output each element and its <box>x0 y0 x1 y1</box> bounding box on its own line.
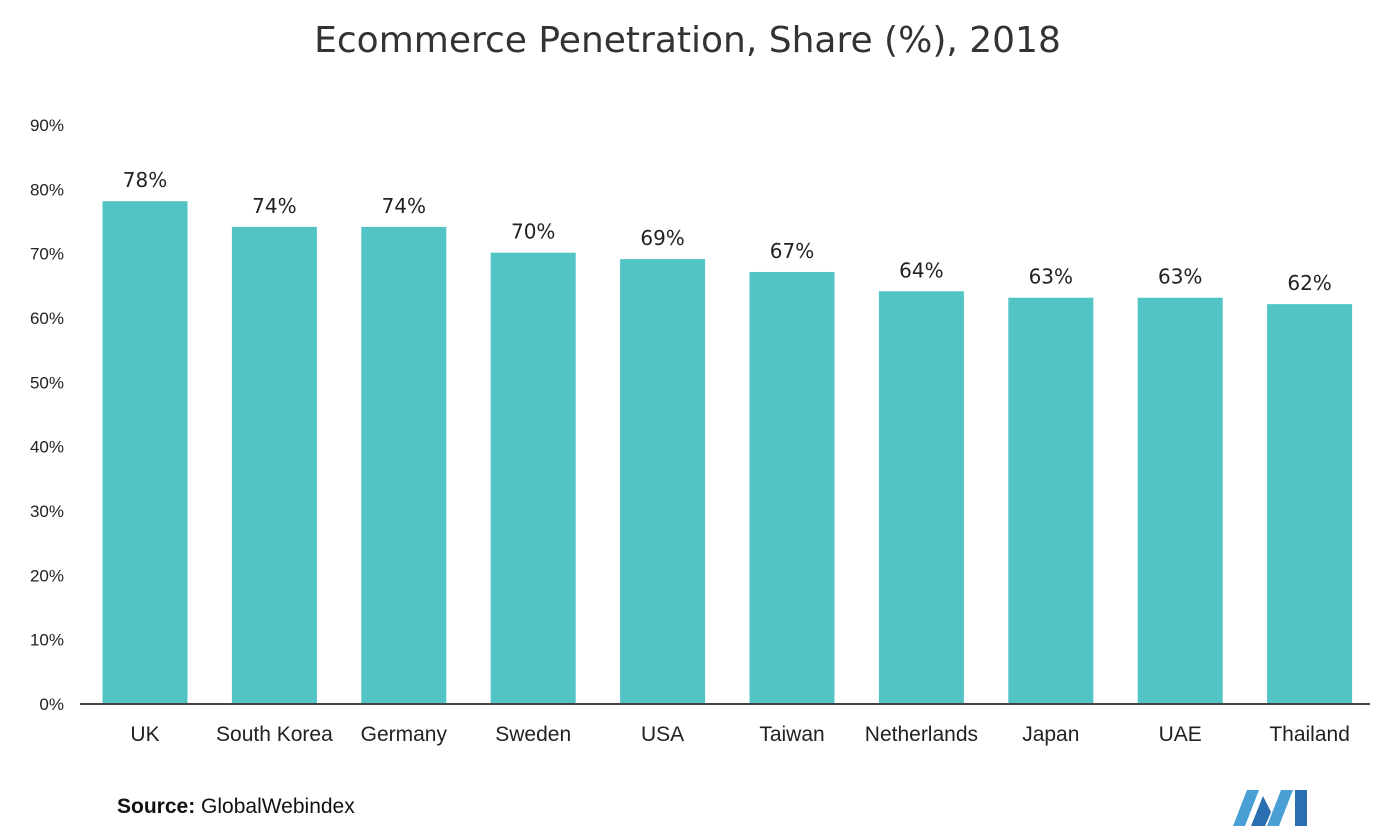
y-tick-label: 30% <box>30 502 64 521</box>
y-tick-label: 70% <box>30 245 64 264</box>
bar-value-label: 63% <box>1158 265 1202 289</box>
bar <box>102 201 188 703</box>
y-tick-label: 90% <box>30 116 64 135</box>
bar <box>620 259 706 703</box>
x-axis-ticks: UK South Korea Germany Sweden USA Taiwan Nethe… <box>130 723 1349 746</box>
x-tick-label: South Korea <box>216 723 333 746</box>
y-tick-label: 10% <box>30 631 64 650</box>
y-tick-label: 0% <box>39 695 64 714</box>
bar <box>749 271 835 703</box>
bar-value-label: 78% <box>123 168 167 192</box>
bar-value-label: 69% <box>640 226 684 250</box>
value-labels: 78% 74% 74% 70% 69% 67% 64% 63% 63% 62% <box>123 168 1332 295</box>
bar <box>1267 304 1353 703</box>
bar-value-label: 74% <box>252 194 296 218</box>
bar-value-label: 64% <box>899 258 943 282</box>
source-label: Source: <box>117 795 196 818</box>
bar <box>1137 297 1223 703</box>
x-tick-label: Taiwan <box>759 723 824 746</box>
x-tick-label: UAE <box>1159 723 1202 746</box>
x-tick-label: UK <box>130 723 159 746</box>
source-note: Source: GlobalWebindex <box>117 795 355 819</box>
y-tick-label: 20% <box>30 566 64 585</box>
bar-value-label: 67% <box>770 239 814 263</box>
y-axis-ticks: 0% 10% 20% 30% 40% 50% 60% 70% 80% 90% <box>30 116 64 714</box>
x-tick-label: Sweden <box>495 723 571 746</box>
x-tick-label: Thailand <box>1269 723 1350 746</box>
chart-title: Ecommerce Penetration, Share (%), 2018 <box>314 20 1061 61</box>
bar <box>361 226 447 703</box>
bars <box>102 201 1353 703</box>
x-tick-label: Japan <box>1022 723 1079 746</box>
y-tick-label: 50% <box>30 373 64 392</box>
bar-value-label: 63% <box>1029 265 1073 289</box>
bar-value-label: 70% <box>511 220 555 244</box>
bar <box>1008 297 1094 703</box>
source-text: GlobalWebindex <box>201 795 355 818</box>
y-tick-label: 80% <box>30 180 64 199</box>
x-tick-label: Netherlands <box>865 723 978 746</box>
bar <box>878 291 964 703</box>
bar-value-label: 74% <box>382 194 426 218</box>
bar <box>490 252 576 703</box>
x-tick-label: USA <box>641 723 684 746</box>
brand-logo-icon <box>1233 790 1307 826</box>
y-tick-label: 60% <box>30 309 64 328</box>
x-tick-label: Germany <box>361 723 448 746</box>
y-tick-label: 40% <box>30 438 64 457</box>
bar <box>231 226 317 703</box>
bar-value-label: 62% <box>1287 271 1331 295</box>
